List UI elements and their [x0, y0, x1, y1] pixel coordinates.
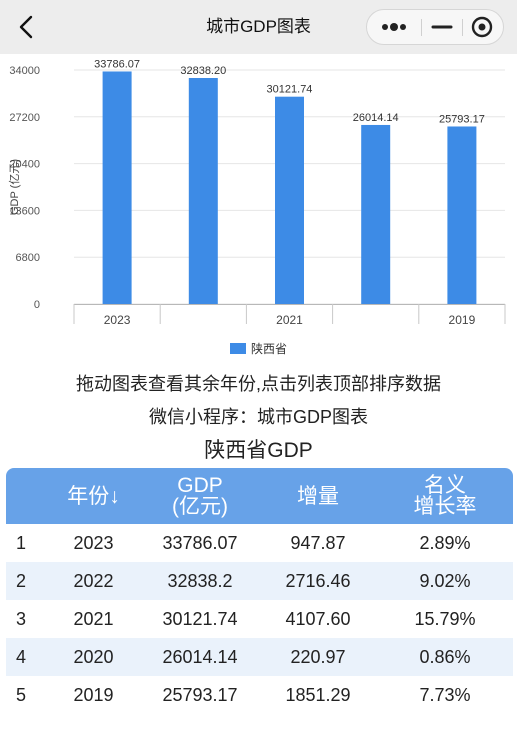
header-rank — [6, 468, 46, 524]
cell-rank: 5 — [16, 684, 27, 705]
header-growth-label2: 增长率 — [413, 495, 477, 518]
table-row[interactable]: 1 2023 33786.07 947.87 2.89% — [6, 524, 513, 562]
more-dots-icon — [382, 23, 406, 31]
gdp-bar-chart[interactable]: 0 6800 13600 20400 27200 34000 GDP (亿元) 33786.0… — [0, 54, 517, 364]
cell-gdp: 32838.2 — [167, 570, 233, 591]
y-tick-label: 13600 — [9, 205, 40, 217]
cell-increase: 4107.60 — [285, 608, 351, 629]
header-growth-label: 名义 — [424, 474, 466, 497]
y-tick-label: 0 — [34, 299, 40, 311]
y-axis-title: GDP (亿元) — [8, 159, 21, 215]
table-header: 年份↓ GDP (亿元) 增量 名义 增长率 — [6, 468, 513, 524]
header-increase-label: 增量 — [297, 484, 339, 508]
x-tick-label: 2021 — [276, 313, 303, 327]
close-target-icon — [471, 16, 493, 38]
table-row[interactable]: 2 2022 32838.2 2716.46 9.02% — [6, 562, 513, 600]
cell-rank: 2 — [16, 570, 27, 591]
chart-legend[interactable]: 陕西省 — [230, 340, 287, 356]
capsule-divider — [421, 19, 422, 36]
header-gdp-label: GDP — [177, 474, 223, 497]
back-button[interactable] — [14, 14, 40, 40]
cell-rank: 1 — [16, 532, 27, 553]
cell-gdp: 30121.74 — [162, 608, 238, 629]
page-title: 城市GDP图表 — [206, 17, 311, 36]
cell-increase: 2716.46 — [285, 570, 351, 591]
chart-bar — [275, 96, 304, 304]
cell-increase: 1851.29 — [285, 684, 351, 705]
more-button[interactable] — [367, 10, 421, 44]
header-increase[interactable]: 增量 — [259, 468, 377, 524]
bar-data-label: 32838.20 — [180, 65, 226, 77]
bar-data-label: 30121.74 — [267, 84, 313, 96]
bar-data-label: 25793.17 — [439, 113, 485, 125]
x-tick-label: 2019 — [449, 313, 476, 327]
chart-bar — [361, 124, 391, 304]
mini-program-hint: 微信小程序：城市GDP图表 — [148, 407, 368, 427]
chart-bar — [188, 77, 218, 305]
cell-year: 2021 — [73, 608, 114, 629]
cell-growth: 2.89% — [419, 532, 471, 553]
chart-bar — [102, 71, 132, 304]
cell-growth: 0.86% — [419, 646, 471, 667]
capsule-divider — [462, 19, 463, 36]
drag-hint: 拖动图表查看其余年份,点击列表顶部排序数据 — [76, 374, 441, 394]
cell-year: 2022 — [73, 570, 114, 591]
legend-label: 陕西省 — [251, 341, 288, 356]
legend-swatch — [230, 342, 246, 354]
table-row[interactable]: 4 2020 26014.14 220.97 0.86% — [6, 638, 513, 676]
cell-rank: 3 — [16, 608, 27, 629]
cell-year: 2019 — [73, 684, 114, 705]
header-year[interactable]: 年份↓ — [46, 468, 141, 524]
header-growth[interactable]: 名义 增长率 — [377, 468, 513, 524]
cell-gdp: 25793.17 — [162, 684, 238, 705]
y-tick-label: 34000 — [9, 65, 40, 77]
table-row[interactable]: 5 2019 25793.17 1851.29 7.73% — [6, 676, 513, 714]
header-gdp[interactable]: GDP (亿元) — [141, 468, 259, 524]
minimize-button[interactable] — [422, 10, 462, 44]
cell-year: 2020 — [73, 646, 114, 667]
cell-gdp: 33786.07 — [162, 532, 238, 553]
close-button[interactable] — [463, 10, 503, 44]
cell-increase: 947.87 — [290, 532, 346, 553]
y-tick-label: 27200 — [9, 112, 40, 124]
header-year-label: 年份↓ — [67, 484, 120, 508]
cell-rank: 4 — [16, 646, 27, 667]
cell-growth: 9.02% — [419, 570, 471, 591]
chart-canvas: 0 6800 13600 20400 27200 34000 GDP (亿元) 33786.0… — [8, 58, 506, 327]
chart-bar — [447, 126, 477, 304]
header-gdp-unit: (亿元) — [172, 495, 228, 518]
cell-growth: 15.79% — [414, 608, 476, 629]
x-tick-label: 2023 — [104, 313, 131, 327]
cell-gdp: 26014.14 — [162, 646, 238, 667]
mini-program-capsule — [366, 9, 504, 45]
cell-growth: 7.73% — [419, 684, 471, 705]
bar-data-label: 26014.14 — [353, 112, 399, 124]
chevron-left-icon — [19, 15, 33, 39]
minimize-icon — [431, 25, 453, 29]
bar-data-label: 33786.07 — [94, 58, 140, 70]
table-row[interactable]: 3 2021 30121.74 4107.60 15.79% — [6, 600, 513, 638]
y-tick-label: 20400 — [9, 159, 40, 171]
y-tick-label: 6800 — [16, 252, 40, 264]
navigation-bar: 城市GDP图表 — [0, 0, 517, 54]
cell-increase: 220.97 — [290, 646, 346, 667]
gdp-table: 年份↓ GDP (亿元) 增量 名义 增长率 1 2023 33786.07 9… — [6, 468, 513, 714]
cell-year: 2023 — [73, 532, 114, 553]
table-title: 陕西省GDP — [204, 439, 313, 462]
